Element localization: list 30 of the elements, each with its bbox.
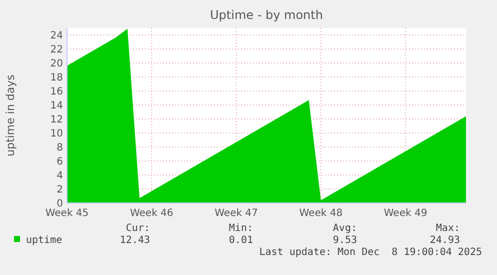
- text: Cur:: [126, 223, 150, 234]
- y-tick-label: 4: [56, 170, 63, 182]
- y-tick-label: 20: [50, 58, 63, 70]
- text: Last update: Mon Dec 8 19:00:04 2025: [259, 247, 482, 258]
- y-tick-label: 14: [50, 100, 63, 112]
- x-tick-label: Week 48: [299, 208, 343, 219]
- text: Avg:: [332, 223, 357, 234]
- y-axis-title: uptime in days: [4, 74, 17, 156]
- y-tick-label: 8: [56, 142, 63, 154]
- y-tick-label: 16: [50, 86, 63, 98]
- y-tick-label: 6: [56, 156, 63, 168]
- y-tick-label: 10: [50, 128, 63, 140]
- x-tick-label: Week 46: [130, 208, 174, 219]
- y-tick-label: 0: [56, 198, 63, 210]
- text: 9.53: [332, 235, 357, 246]
- y-tick-label: 18: [50, 72, 63, 84]
- y-tick-label: 2: [56, 184, 63, 196]
- text: Max:: [436, 223, 460, 234]
- x-tick-label: Week 45: [45, 208, 89, 219]
- text: Min:: [228, 223, 253, 234]
- text: 24.93: [430, 235, 460, 246]
- x-tick-label: Week 47: [214, 208, 258, 219]
- y-tick-label: 24: [50, 30, 63, 42]
- text: 12.43: [120, 235, 150, 246]
- y-tick-label: 12: [50, 114, 63, 126]
- x-tick-label: Week 49: [384, 208, 428, 219]
- y-tick-label: 22: [50, 44, 63, 56]
- chart-title: Uptime - by month: [210, 8, 323, 22]
- text: 0.01: [228, 235, 253, 246]
- legend-label: uptime: [26, 235, 62, 246]
